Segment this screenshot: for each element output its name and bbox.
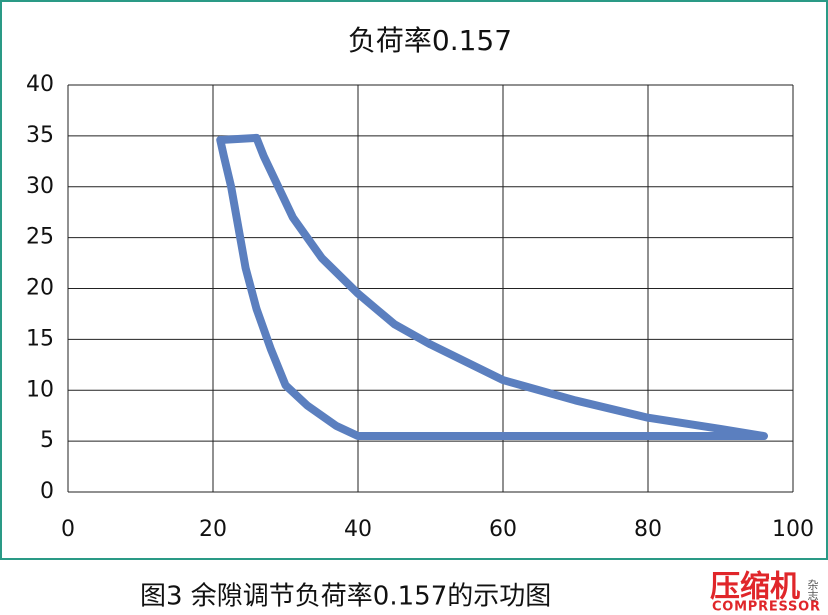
x-tick-label: 60 [489,517,517,542]
caption: 图3 余隙调节负荷率0.157的示功图 [140,582,551,612]
logo-english: COMPRESSOR [712,600,820,615]
x-tick-label: 20 [199,517,227,542]
logo-sub: 杂志 [806,579,819,601]
y-tick-label: 10 [26,377,54,402]
y-tick-label: 25 [26,225,54,250]
y-tick-label: 0 [40,479,54,504]
y-tick-label: 20 [26,276,54,301]
logo-name: 压缩机 [710,570,800,605]
x-tick-label: 40 [344,517,372,542]
y-tick-label: 30 [26,174,54,199]
y-tick-label: 15 [26,326,54,351]
x-tick-label: 100 [772,517,814,542]
y-tick-label: 5 [40,428,54,453]
chart-title: 负荷率0.157 [348,24,512,57]
x-tick-label: 0 [61,517,75,542]
series-line [216,133,768,441]
x-tick-label: 80 [634,517,662,542]
y-tick-label: 35 [26,123,54,148]
y-tick-label: 40 [26,72,54,97]
frame [0,0,828,560]
